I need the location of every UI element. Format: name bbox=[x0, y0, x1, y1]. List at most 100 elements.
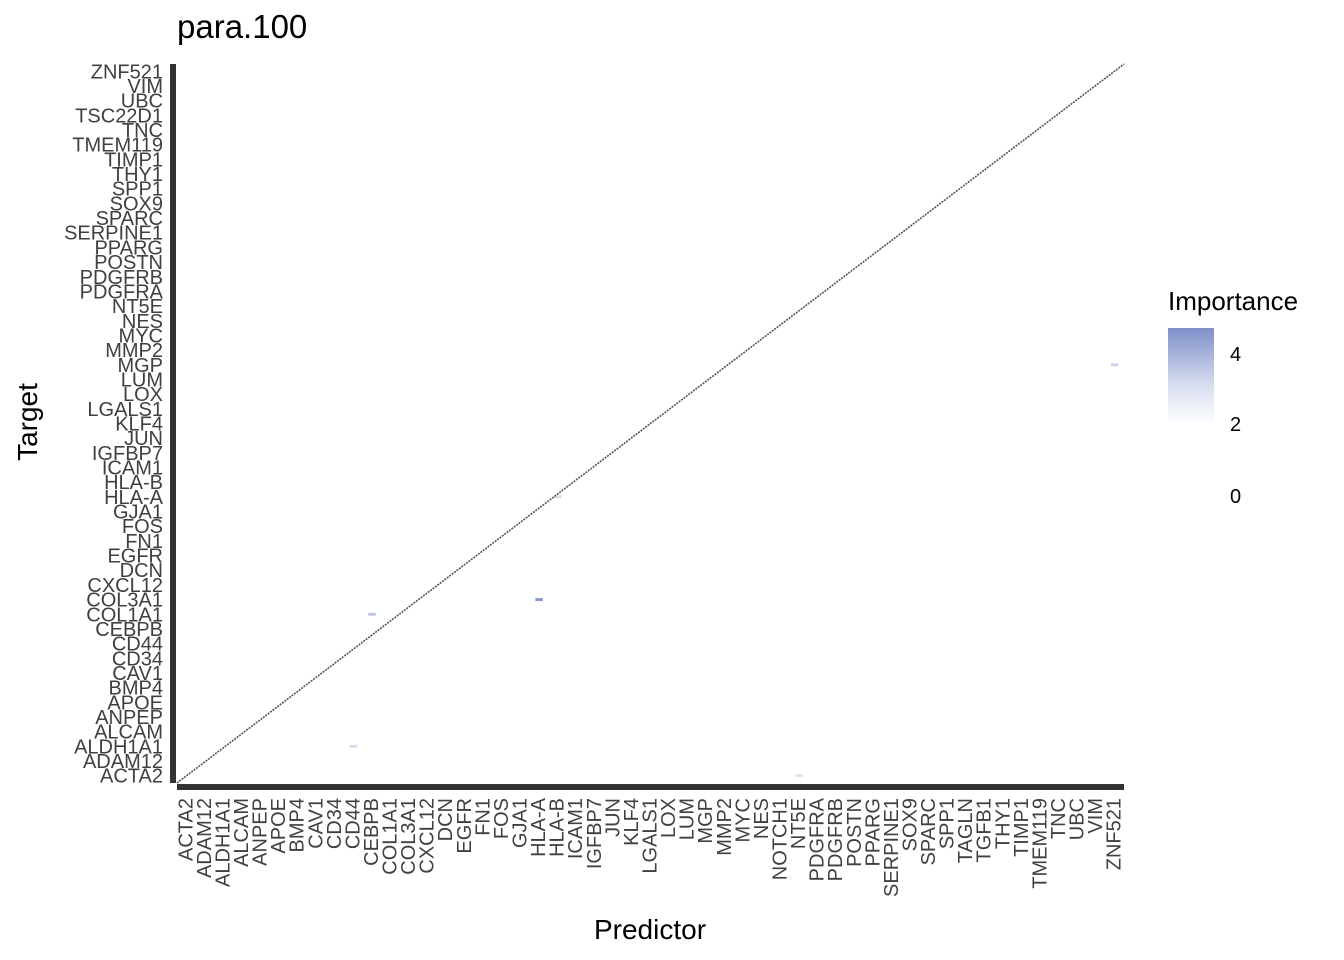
y-tick-label: TSC22D1 bbox=[75, 105, 163, 127]
y-tick-label: APOE bbox=[107, 692, 163, 714]
x-tick-label: ALCAM bbox=[231, 798, 253, 867]
x-tick-label: GJA1 bbox=[510, 798, 532, 848]
x-tick-label: HLA-A bbox=[528, 797, 550, 857]
y-tick-label: PDGFRA bbox=[80, 281, 164, 303]
x-tick-label: PDGFRA bbox=[807, 797, 829, 881]
legend-tick-0: 0 bbox=[1230, 486, 1242, 508]
heatmap-cell-0 bbox=[535, 598, 543, 602]
x-tick-label: ADAM12 bbox=[194, 798, 216, 878]
y-tick-label: TNC bbox=[122, 120, 163, 142]
x-tick-label: LUM bbox=[677, 798, 699, 840]
x-tick-label: NT5E bbox=[788, 798, 810, 849]
legend-tick-4: 4 bbox=[1230, 344, 1242, 366]
y-axis-tick-strip bbox=[170, 64, 176, 783]
legend-color-bar bbox=[1168, 328, 1214, 458]
y-tick-label: POSTN bbox=[94, 252, 163, 274]
x-tick-label: PDGFRB bbox=[825, 798, 847, 881]
x-tick-label: MYC bbox=[732, 798, 754, 842]
y-axis-title: Target bbox=[12, 383, 43, 461]
y-tick-label: DCN bbox=[120, 560, 163, 582]
x-axis-tick-strip bbox=[177, 784, 1124, 790]
x-tick-label: ACTA2 bbox=[175, 798, 197, 861]
y-tick-label: FN1 bbox=[125, 531, 163, 553]
x-tick-label: JUN bbox=[602, 798, 624, 837]
x-tick-label: ICAM1 bbox=[565, 798, 587, 859]
y-tick-label: LOX bbox=[123, 384, 163, 406]
y-tick-label: SOX9 bbox=[110, 193, 163, 215]
x-tick-label: NES bbox=[751, 798, 773, 839]
y-tick-label: VIM bbox=[127, 76, 163, 98]
heatmap-cell-3 bbox=[349, 744, 358, 748]
y-tick-label: MYC bbox=[119, 325, 163, 347]
y-tick-label: PDGFRB bbox=[80, 267, 163, 289]
y-tick-label: TIMP1 bbox=[104, 149, 163, 171]
y-tick-label: HLA-A bbox=[104, 487, 164, 509]
x-tick-label: BMP4 bbox=[287, 798, 309, 852]
x-tick-label: CAV1 bbox=[305, 798, 327, 849]
x-tick-label: CXCL12 bbox=[417, 798, 439, 874]
y-tick-label: LGALS1 bbox=[87, 399, 163, 421]
x-axis-title: Predictor bbox=[593, 914, 707, 945]
x-tick-label: ANPEP bbox=[250, 798, 272, 866]
x-tick-label: MGP bbox=[695, 798, 717, 844]
y-tick-label: ANPEP bbox=[95, 707, 163, 729]
x-tick-label: SERPINE1 bbox=[881, 798, 903, 897]
heatmap-cell-4 bbox=[553, 495, 562, 499]
y-tick-label: SPARC bbox=[96, 208, 163, 230]
x-tick-label: EGFR bbox=[454, 798, 476, 854]
x-tick-label: ZNF521 bbox=[1104, 798, 1126, 870]
x-tick-label: HLA-B bbox=[547, 798, 569, 857]
y-tick-label: SPP1 bbox=[112, 179, 163, 201]
x-tick-label: SPP1 bbox=[937, 798, 959, 849]
x-tick-label: KLF4 bbox=[621, 798, 643, 846]
y-tick-label: ICAM1 bbox=[102, 458, 163, 480]
y-tick-label: MGP bbox=[117, 355, 163, 377]
x-tick-label: FOS bbox=[491, 798, 513, 839]
y-tick-label: TMEM119 bbox=[72, 135, 163, 157]
chart-title: para.100 bbox=[177, 8, 308, 45]
y-tick-label: SERPINE1 bbox=[64, 223, 163, 245]
x-tick-label: UBC bbox=[1067, 798, 1089, 840]
y-tick-label: FOS bbox=[122, 516, 163, 538]
y-tick-label: ADAM12 bbox=[83, 751, 163, 773]
legend-title: Importance bbox=[1168, 286, 1299, 316]
y-tick-label: COL1A1 bbox=[86, 604, 163, 626]
y-tick-label: CD34 bbox=[112, 648, 163, 670]
x-tick-label: PPARG bbox=[862, 798, 884, 867]
y-tick-label: ALCAM bbox=[94, 722, 163, 744]
heatmap-cell-2 bbox=[1111, 363, 1119, 367]
x-tick-label: LOX bbox=[658, 798, 680, 838]
x-tick-label: APOE bbox=[268, 798, 290, 854]
x-tick-label: TMEM119 bbox=[1029, 798, 1051, 889]
y-tick-label: PPARG bbox=[94, 237, 163, 259]
y-tick-label: CXCL12 bbox=[87, 575, 163, 597]
x-tick-label: VIM bbox=[1085, 798, 1107, 834]
legend-tick-2: 2 bbox=[1230, 414, 1242, 436]
y-tick-label: BMP4 bbox=[109, 678, 163, 700]
x-tick-label: ALDH1A1 bbox=[212, 798, 234, 887]
heatmap-cell-5 bbox=[795, 774, 803, 778]
y-tick-label: LUM bbox=[121, 369, 163, 391]
x-tick-label: DCN bbox=[435, 798, 457, 841]
y-tick-label: HLA-B bbox=[104, 472, 163, 494]
x-tick-label: TGFB1 bbox=[974, 798, 996, 862]
x-tick-label: FN1 bbox=[472, 798, 494, 836]
x-tick-label: NOTCH1 bbox=[769, 798, 791, 880]
y-tick-label: IGFBP7 bbox=[92, 443, 163, 465]
x-tick-label: COL1A1 bbox=[380, 798, 402, 875]
heatmap-cell-1 bbox=[368, 612, 376, 616]
y-tick-label: NT5E bbox=[112, 296, 163, 318]
y-tick-label: KLF4 bbox=[115, 414, 163, 436]
y-tick-label: JUN bbox=[124, 428, 163, 450]
y-tick-label: COL3A1 bbox=[86, 590, 163, 612]
x-tick-label: IGFBP7 bbox=[584, 798, 606, 869]
y-tick-label: CD44 bbox=[112, 634, 163, 656]
y-tick-label: EGFR bbox=[107, 546, 163, 568]
x-tick-label: CD44 bbox=[342, 798, 364, 849]
y-tick-label: UBC bbox=[121, 91, 163, 113]
x-tick-label: MMP2 bbox=[714, 798, 736, 856]
x-tick-label: TIMP1 bbox=[1011, 798, 1033, 857]
x-tick-label: SPARC bbox=[918, 798, 940, 865]
y-tick-label: THY1 bbox=[112, 164, 163, 186]
y-tick-label: CEBPB bbox=[95, 619, 163, 641]
